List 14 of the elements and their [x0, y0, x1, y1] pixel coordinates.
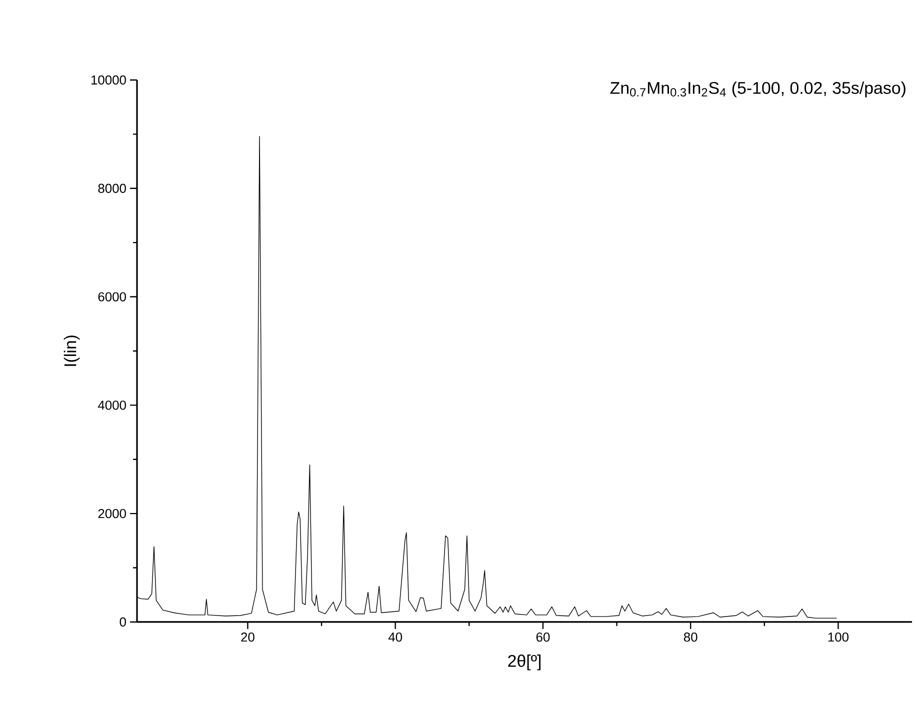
- y-tick-label: 10000: [91, 75, 126, 85]
- y-axis-title: I(lin): [64, 336, 80, 366]
- y-tick-label: 6000: [98, 292, 126, 302]
- x-tick-label: 100: [828, 632, 848, 642]
- x-tick-label: 20: [241, 632, 254, 642]
- y-tick-label: 0: [120, 617, 126, 627]
- chart-title: Zn$_{0.7}$Mn$_{0.3}$In$_{2}$S$_{4}$ (5-100, 0.02, 35s/paso): [610, 82, 906, 98]
- x-tick-label: 80: [684, 632, 698, 642]
- x-tick-label: 60: [536, 632, 550, 642]
- x-tick-label: 40: [388, 632, 402, 642]
- x-axis-title: 2θ[º]: [508, 654, 541, 670]
- y-tick-label: 2000: [98, 508, 126, 518]
- y-tick-label: 4000: [98, 400, 126, 410]
- y-tick-label: 8000: [98, 184, 126, 193]
